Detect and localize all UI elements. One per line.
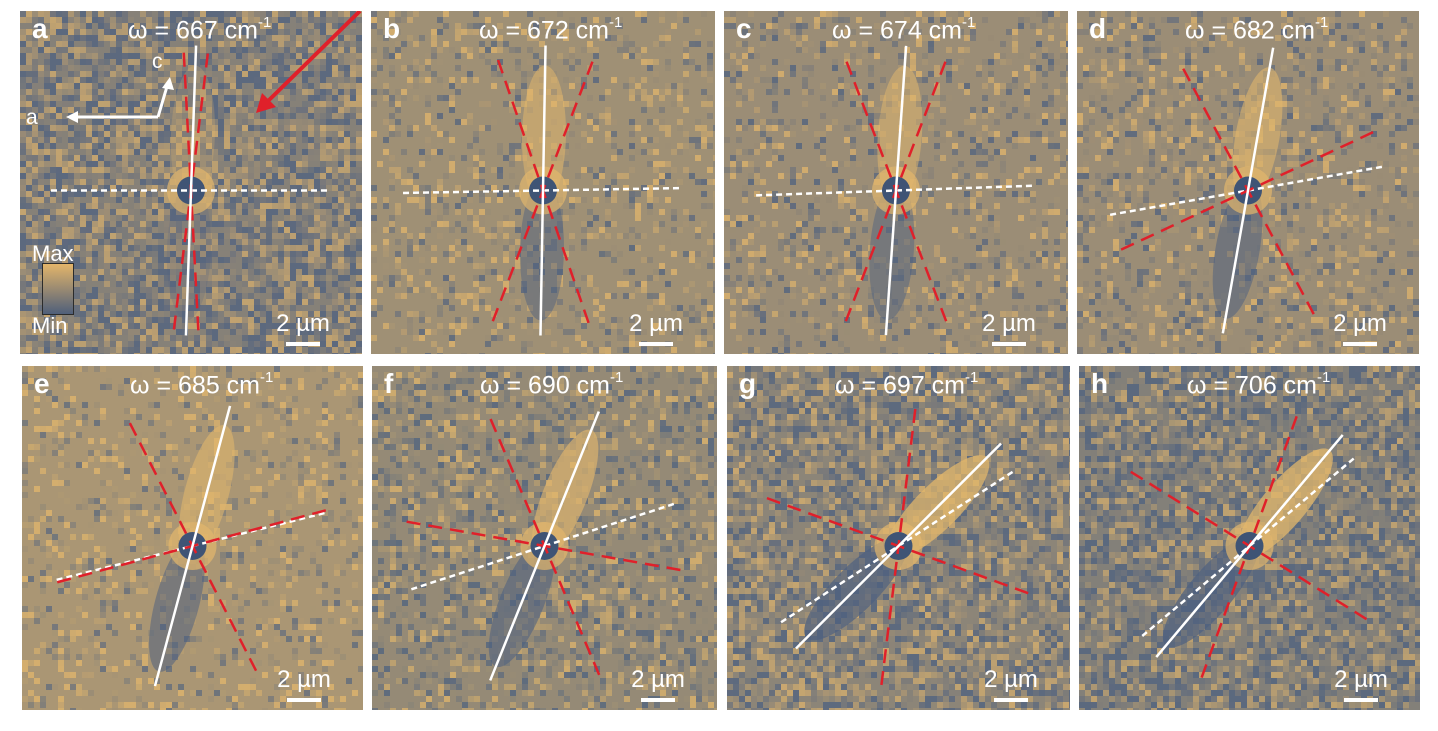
panel-d: d ω = 682 cm-1 2 µm bbox=[1077, 11, 1419, 354]
panel-e: e ω = 685 cm-1 2 µm bbox=[22, 366, 363, 710]
axis-label-c: c bbox=[152, 50, 163, 73]
red-arrow-icon bbox=[256, 11, 362, 113]
scale-bar: 2 µm bbox=[621, 668, 695, 702]
frequency-label: ω = 690 cm-1 bbox=[480, 369, 624, 400]
panel-label: f bbox=[384, 368, 394, 399]
scale-bar: 2 µm bbox=[266, 312, 340, 346]
frequency-label: ω = 672 cm-1 bbox=[479, 14, 623, 45]
near-field-map-g bbox=[727, 366, 1070, 710]
panel-label: h bbox=[1091, 368, 1109, 399]
panel-f: f ω = 690 cm-1 2 µm bbox=[372, 366, 717, 710]
near-field-map-d bbox=[1077, 11, 1419, 354]
panel-c: c ω = 674 cm-1 2 µm bbox=[724, 11, 1068, 354]
near-field-map-b bbox=[371, 11, 715, 354]
colorbar-max-label: Max bbox=[32, 241, 74, 266]
panel-label: b bbox=[383, 13, 401, 44]
panel-label: e bbox=[34, 368, 50, 399]
colorbar-min-label: Min bbox=[32, 313, 68, 338]
near-field-map-a bbox=[20, 11, 362, 354]
near-field-map-e bbox=[22, 366, 363, 710]
crystal-axes-arrows bbox=[66, 77, 174, 123]
frequency-label: ω = 682 cm-1 bbox=[1185, 14, 1329, 45]
near-field-map-h bbox=[1079, 366, 1420, 710]
scale-bar: 2 µm bbox=[1323, 312, 1397, 346]
scale-bar: 2 µm bbox=[972, 312, 1046, 346]
frequency-label: ω = 667 cm-1 bbox=[128, 14, 272, 45]
panel-label: c bbox=[736, 13, 752, 44]
scale-bar: 2 µm bbox=[267, 668, 341, 702]
frequency-label: ω = 706 cm-1 bbox=[1187, 369, 1331, 400]
frequency-label: ω = 697 cm-1 bbox=[835, 369, 979, 400]
scale-bar: 2 µm bbox=[974, 668, 1048, 702]
panel-a: a ω = 667 cm-1 2 µm a c Max Min bbox=[20, 11, 362, 354]
near-field-map-c bbox=[724, 11, 1068, 354]
frequency-label: ω = 674 cm-1 bbox=[832, 14, 976, 45]
panel-label: g bbox=[739, 368, 757, 399]
panel-h: h ω = 706 cm-1 2 µm bbox=[1079, 366, 1420, 710]
panel-label: d bbox=[1089, 13, 1107, 44]
frequency-label: ω = 685 cm-1 bbox=[130, 369, 274, 400]
panel-g: g ω = 697 cm-1 2 µm bbox=[727, 366, 1070, 710]
near-field-map-f bbox=[372, 366, 717, 710]
scale-bar: 2 µm bbox=[619, 312, 693, 346]
axis-label-a: a bbox=[26, 106, 38, 129]
panel-label: a bbox=[32, 13, 48, 44]
panel-b: b ω = 672 cm-1 2 µm bbox=[371, 11, 715, 354]
scale-bar: 2 µm bbox=[1324, 668, 1398, 702]
colorbar bbox=[42, 263, 74, 315]
